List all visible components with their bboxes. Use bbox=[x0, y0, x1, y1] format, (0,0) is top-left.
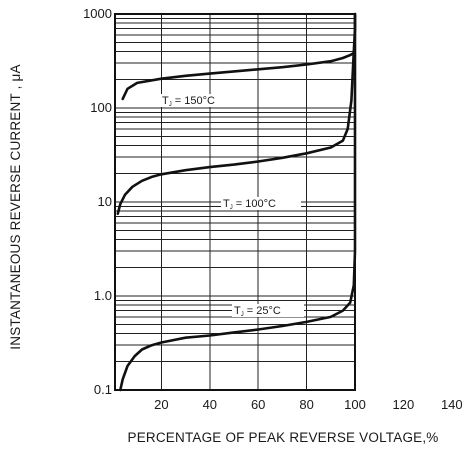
y-tick-label: 1000 bbox=[83, 6, 112, 21]
plot-series bbox=[116, 12, 357, 392]
y-axis-title: INSTANTANEOUS REVERSE CURRENT , μA bbox=[8, 64, 23, 349]
y-tick-label: 100 bbox=[90, 100, 112, 115]
series-line-0 bbox=[121, 51, 356, 101]
curve-label-bg bbox=[221, 197, 301, 210]
curve-label-bg bbox=[160, 94, 244, 107]
curve-labels: TJ = 150°C TJ = 100°C TJ = 25°C bbox=[160, 94, 304, 318]
plot-frame bbox=[114, 13, 356, 391]
x-tick-label: 60 bbox=[251, 397, 265, 412]
curve-label: TJ = 25°C bbox=[234, 305, 281, 318]
y-tick-label: 1.0 bbox=[94, 288, 112, 303]
y-tick-label: 0.1 bbox=[94, 382, 112, 397]
axis-ticks: 20 40 60 80 100 120 140 0.1 1.0 10 100 1000 bbox=[83, 6, 463, 412]
series-line-1 bbox=[116, 12, 357, 215]
x-tick-label: 20 bbox=[154, 397, 168, 412]
x-tick-label: 120 bbox=[393, 397, 415, 412]
curve-label: TJ = 100°C bbox=[223, 198, 276, 211]
plot-grid bbox=[115, 14, 355, 390]
curve-label: TJ = 150°C bbox=[162, 95, 215, 108]
x-tick-label: 140 bbox=[441, 397, 463, 412]
curve-label-bg bbox=[232, 304, 304, 317]
y-tick-label: 10 bbox=[98, 194, 112, 209]
x-tick-label: 80 bbox=[299, 397, 313, 412]
series-line-2 bbox=[119, 12, 357, 392]
x-tick-label: 100 bbox=[344, 397, 366, 412]
x-axis-title: PERCENTAGE OF PEAK REVERSE VOLTAGE,% bbox=[127, 430, 438, 445]
x-tick-label: 40 bbox=[203, 397, 217, 412]
